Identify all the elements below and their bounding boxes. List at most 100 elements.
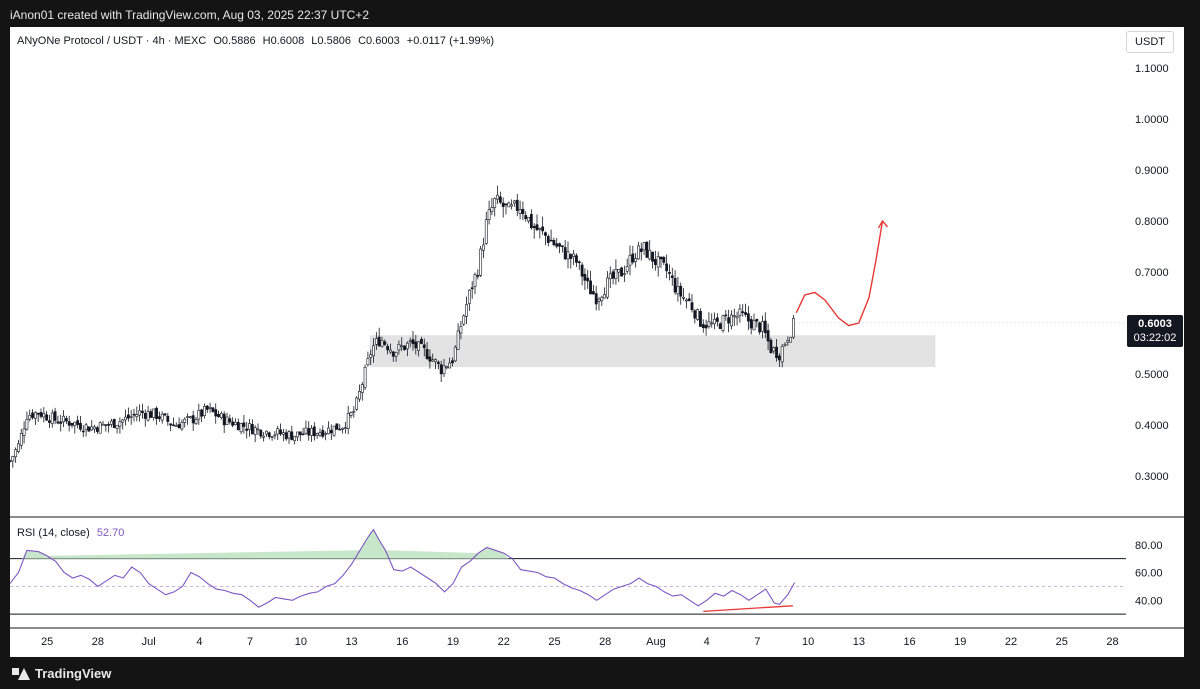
candle-body xyxy=(70,422,74,426)
candle-body xyxy=(10,460,12,462)
high-value: H0.6008 xyxy=(262,35,305,47)
candle-body xyxy=(118,421,122,427)
candle-body xyxy=(110,420,113,425)
candle-body xyxy=(298,431,302,436)
candle-body xyxy=(448,362,452,369)
forecast-arrow-head xyxy=(877,219,889,229)
candle-body xyxy=(194,419,198,424)
candle-body xyxy=(203,406,206,416)
candle-body xyxy=(17,443,20,452)
candle-body xyxy=(304,427,308,434)
candle-body xyxy=(112,418,116,428)
candle-body xyxy=(510,204,514,207)
candle-body xyxy=(577,261,581,264)
candle-body xyxy=(786,340,790,343)
candle-body xyxy=(146,411,150,421)
rsi-axis-label: 40.00 xyxy=(1135,595,1163,607)
candle-body xyxy=(346,412,350,429)
time-axis-label: 28 xyxy=(599,636,611,648)
candle-body xyxy=(456,330,460,350)
chart-svg[interactable]: 1.10001.00000.90000.80000.70000.60000.50… xyxy=(10,27,1184,657)
candle-body xyxy=(107,424,111,426)
currency-selector[interactable]: USDT xyxy=(1126,31,1174,53)
candle-body xyxy=(679,285,683,297)
price-axis-label: 0.9000 xyxy=(1135,165,1169,177)
candle-body xyxy=(780,346,784,363)
candle-body xyxy=(535,224,539,231)
candle-body xyxy=(50,412,54,424)
candle-body xyxy=(14,449,18,458)
candle-body xyxy=(411,339,415,345)
candle-body xyxy=(580,264,584,277)
candle-body xyxy=(98,422,102,434)
candle-body xyxy=(490,207,494,213)
candle-body xyxy=(634,258,638,262)
candle-body xyxy=(586,277,590,282)
candle-body xyxy=(431,359,435,362)
candle-body xyxy=(701,324,705,329)
candle-body xyxy=(11,456,15,462)
time-axis-label: 28 xyxy=(92,636,104,648)
rsi-legend[interactable]: RSI (14, close) 52.70 xyxy=(17,527,124,539)
candle-body xyxy=(470,287,474,290)
candle-body xyxy=(560,245,564,247)
time-axis-label: 19 xyxy=(447,636,459,648)
candle-body xyxy=(236,422,240,431)
candle-body xyxy=(28,414,32,420)
candle-body xyxy=(735,316,739,319)
candle-body xyxy=(115,425,119,429)
tradingview-footer[interactable]: TradingView xyxy=(12,664,111,684)
candle-body xyxy=(600,296,604,302)
candle-body xyxy=(484,219,488,244)
candle-body xyxy=(324,433,328,435)
candle-body xyxy=(62,415,65,423)
candle-body xyxy=(262,435,266,438)
candle-body xyxy=(544,232,547,236)
candle-body xyxy=(555,243,559,247)
candle-body xyxy=(338,428,342,431)
candle-body xyxy=(724,314,728,317)
candle-body xyxy=(143,413,147,419)
candle-body xyxy=(22,428,26,436)
price-axis-label: 1.1000 xyxy=(1135,63,1169,75)
candle-body xyxy=(707,321,711,327)
candle-body xyxy=(524,215,528,220)
candle-body xyxy=(349,412,353,416)
close-value: C0.6003 xyxy=(358,35,400,47)
candle-body xyxy=(645,241,649,258)
candle-body xyxy=(290,431,294,441)
candle-body xyxy=(403,345,406,350)
candle-body xyxy=(397,343,401,351)
candle-body xyxy=(343,427,347,430)
candle-body xyxy=(662,257,666,263)
candle-body xyxy=(761,321,764,332)
candle-body xyxy=(417,341,421,351)
candle-body xyxy=(197,409,201,420)
candle-body xyxy=(614,269,618,279)
candle-body xyxy=(608,273,612,280)
candle-body xyxy=(245,428,249,431)
rsi-label: RSI (14, close) xyxy=(17,527,90,539)
candle-body xyxy=(157,416,161,419)
candle-body xyxy=(270,436,274,439)
rsi-axis-label: 80.00 xyxy=(1135,540,1163,552)
rsi-value: 52.70 xyxy=(96,527,125,539)
time-axis-label: 10 xyxy=(295,636,307,648)
candle-body xyxy=(696,309,700,320)
time-axis-label: 13 xyxy=(345,636,357,648)
candle-body xyxy=(487,209,491,220)
change-value: +0.0117 (+1.99%) xyxy=(406,35,495,47)
rsi-line xyxy=(10,528,796,608)
candle-body xyxy=(518,209,522,214)
candle-body xyxy=(532,226,536,229)
candle-body xyxy=(529,214,533,229)
candle-body xyxy=(420,338,423,344)
candle-body xyxy=(730,314,733,327)
price-axis-label: 0.3000 xyxy=(1135,471,1169,483)
symbol-label[interactable]: ANyONe Protocol / USDT · 4h · MEXC xyxy=(17,35,207,47)
chart-area[interactable]: 1.10001.00000.90000.80000.70000.60000.50… xyxy=(10,27,1184,657)
candle-body xyxy=(25,419,29,430)
candle-body xyxy=(504,203,508,206)
candle-body xyxy=(713,318,716,325)
candle-body xyxy=(79,422,82,430)
